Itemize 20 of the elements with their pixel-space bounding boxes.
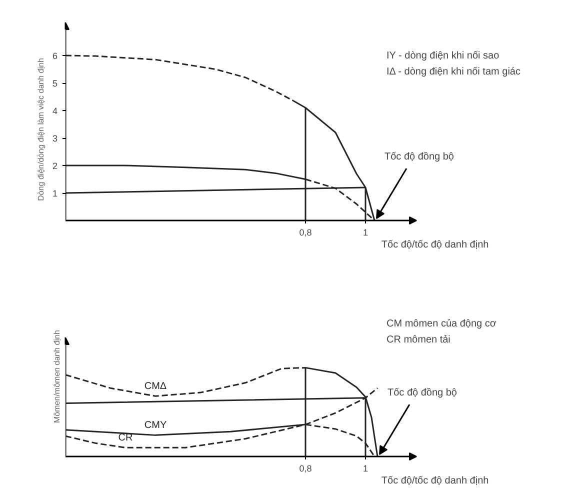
- annotation: IΔ - dòng điện khi nối tam giác: [386, 66, 520, 78]
- series-label: CMΔ: [144, 381, 167, 392]
- annotation: Tốc độ đồng bộ: [388, 388, 458, 398]
- y-tick-label: 1: [52, 188, 58, 198]
- y-tick-label: 4: [52, 106, 58, 116]
- annotation: IY - dòng điện khi nối sao: [386, 50, 500, 62]
- x-tick-label: 0,8: [299, 228, 312, 238]
- y-axis-title: Mômen/mômen danh định: [52, 330, 62, 423]
- y-tick-label: 3: [52, 134, 58, 144]
- series-label: CMY: [144, 420, 167, 432]
- y-tick-label: 2: [52, 161, 58, 171]
- text: CR mômen tải: [386, 334, 450, 346]
- x-axis-title: Tốc độ/tốc độ danh định: [381, 476, 489, 486]
- text: CM mômen của động cơ: [386, 318, 497, 330]
- x-tick-label: 0,8: [299, 464, 312, 474]
- y-tick-label: 5: [52, 78, 58, 88]
- x-axis-title: Tốc độ/tốc độ danh định: [381, 240, 489, 250]
- annotation: Tốc độ đồng bộ: [384, 152, 454, 162]
- y-axis-title: Dòng điện/dòng điện làm việc danh định: [36, 58, 46, 201]
- y-tick-label: 6: [52, 51, 58, 61]
